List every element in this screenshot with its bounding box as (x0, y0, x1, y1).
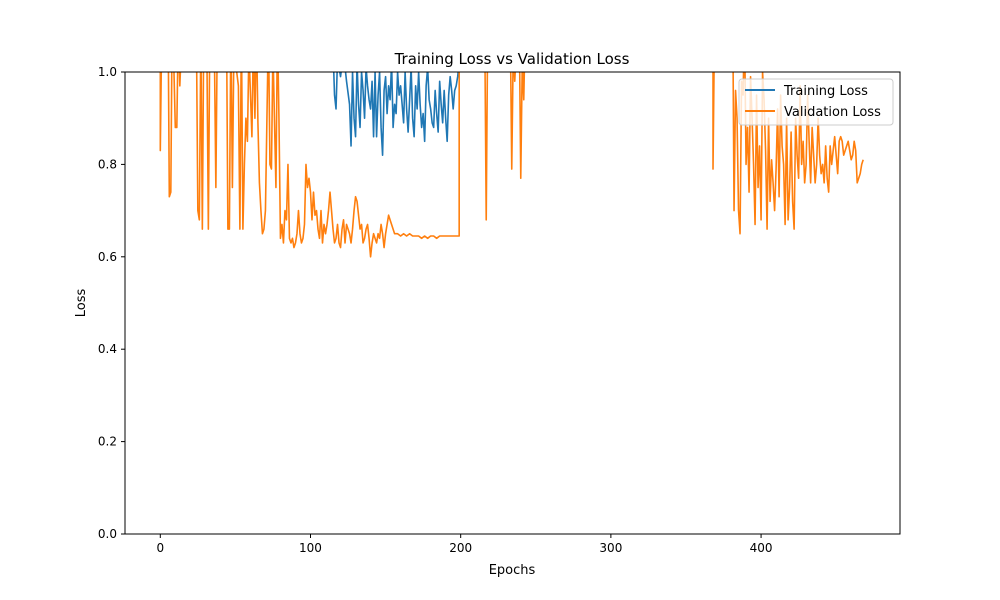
y-axis-label: Loss (74, 289, 89, 318)
series-line-validation-loss (518, 72, 526, 180)
x-axis-ticks: 0 100 200 300 400 (156, 534, 773, 555)
legend: Training Loss Validation Loss (738, 78, 894, 126)
y-tick-label: 0.2 (98, 435, 117, 449)
y-axis-ticks: 0.0 0.2 0.4 0.6 0.8 1.0 (98, 65, 125, 541)
plot-frame (124, 71, 901, 535)
x-tick-label: 400 (750, 541, 773, 555)
y-tick-label: 0.0 (98, 527, 117, 541)
x-tick-label: 100 (299, 541, 322, 555)
legend-label-validation: Validation Loss (784, 105, 881, 120)
series-lines (159, 72, 864, 258)
series-line-validation-loss (509, 72, 516, 170)
x-tick-label: 200 (449, 541, 472, 555)
y-tick-label: 0.8 (98, 157, 117, 171)
series-line-validation-loss (484, 72, 489, 221)
chart-title: Training Loss vs Validation Loss (394, 50, 630, 68)
series-line-training-loss (332, 72, 459, 156)
x-tick-label: 0 (156, 541, 164, 555)
legend-box (738, 78, 894, 126)
y-tick-label: 1.0 (98, 65, 117, 79)
y-tick-label: 0.6 (98, 250, 117, 264)
x-axis-label: Epochs (489, 563, 536, 578)
y-tick-label: 0.4 (98, 342, 117, 356)
legend-label-training: Training Loss (783, 84, 868, 99)
x-tick-label: 300 (599, 541, 622, 555)
series-line-validation-loss (159, 72, 460, 258)
